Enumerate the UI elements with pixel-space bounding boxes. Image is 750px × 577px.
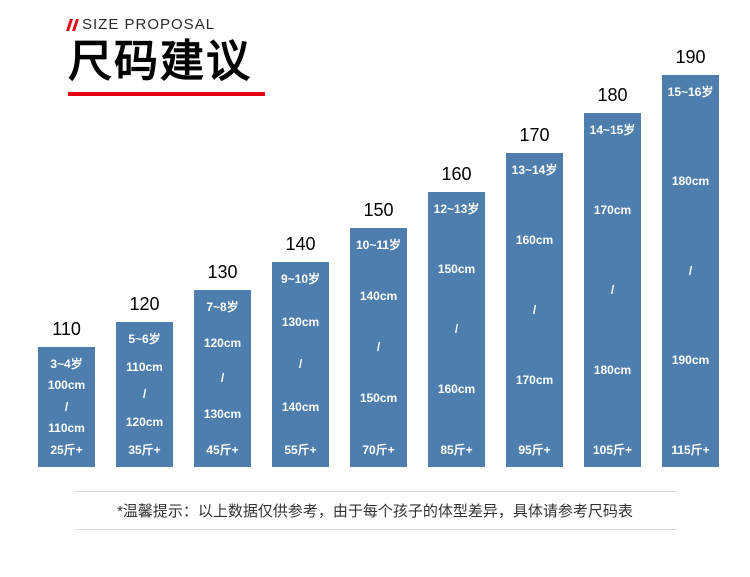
bar-size-label: 140 <box>285 234 316 254</box>
bar: 15~16岁 180cm / 190cm 115斤+ <box>662 75 719 467</box>
bar-weight-label: 45斤+ <box>206 442 239 457</box>
bar-group: 190 15~16岁 180cm / 190cm 115斤+ <box>662 47 719 467</box>
bar-group: 130 7~8岁 120cm / 130cm 45斤+ <box>194 262 251 467</box>
header-eyebrow: SIZE PROPOSAL <box>82 16 216 33</box>
bar-separator: / <box>142 387 147 402</box>
bar-min-height-label: 140cm <box>359 289 398 304</box>
bar-weight-label: 105斤+ <box>592 442 633 457</box>
bar-min-height-label: 170cm <box>593 202 632 217</box>
footer-note: *温馨提示：以上数据仅供参考，由于每个孩子的体型差异，具体请参考尺码表 <box>117 503 633 520</box>
bar: 10~11岁 140cm / 150cm 70斤+ <box>350 228 407 467</box>
bar-separator: / <box>610 282 615 297</box>
bar-age-label: 3~4岁 <box>50 357 83 371</box>
bar-max-height-label: 120cm <box>125 414 164 429</box>
bar: 12~13岁 150cm / 160cm 85斤+ <box>428 192 485 467</box>
bar-weight-label: 85斤+ <box>440 442 473 457</box>
bar-weight-label: 115斤+ <box>671 442 710 457</box>
bar-size-label: 190 <box>675 47 706 67</box>
bar-size-label: 160 <box>441 164 472 184</box>
bar-min-height-label: 110cm <box>126 359 163 374</box>
page-title: 尺码建议 <box>68 37 252 86</box>
bar-age-label: 12~13岁 <box>433 202 480 216</box>
bar-group: 110 3~4岁 100cm / 110cm 25斤+ <box>38 319 95 467</box>
bar-group: 140 9~10岁 130cm / 140cm 55斤+ <box>272 234 329 467</box>
bar-group: 150 10~11岁 140cm / 150cm 70斤+ <box>350 200 407 467</box>
bar: 3~4岁 100cm / 110cm 25斤+ <box>38 347 95 467</box>
bar-separator: / <box>376 340 381 355</box>
bar: 5~6岁 110cm / 120cm 35斤+ <box>116 322 173 467</box>
bar-separator: / <box>220 371 225 386</box>
bar-age-label: 9~10岁 <box>280 272 321 286</box>
bar-group: 120 5~6岁 110cm / 120cm 35斤+ <box>116 294 173 467</box>
bar: 7~8岁 120cm / 130cm 45斤+ <box>194 290 251 467</box>
bar-separator: / <box>454 322 459 337</box>
bar-max-height-label: 180cm <box>593 362 632 377</box>
bar-size-label: 180 <box>597 85 628 105</box>
bar-age-label: 10~11岁 <box>355 238 402 252</box>
bar-min-height-label: 150cm <box>437 262 476 277</box>
bar-min-height-label: 160cm <box>515 232 554 247</box>
title-underline <box>68 92 265 97</box>
bar-separator: / <box>64 399 69 414</box>
bar-max-height-label: 140cm <box>281 399 320 414</box>
footer-note-band: *温馨提示：以上数据仅供参考，由于每个孩子的体型差异，具体请参考尺码表 <box>74 491 676 530</box>
bar-max-height-label: 130cm <box>203 406 242 421</box>
bar-min-height-label: 180cm <box>671 174 710 189</box>
bar-max-height-label: 150cm <box>359 391 398 406</box>
bar-weight-label: 25斤+ <box>50 442 83 457</box>
bar-weight-label: 95斤+ <box>518 442 551 457</box>
bar: 14~15岁 170cm / 180cm 105斤+ <box>584 113 641 467</box>
bar-max-height-label: 170cm <box>515 372 554 387</box>
bar-chart: 110 3~4岁 100cm / 110cm 25斤+ 120 5~6岁 110cm / 120cm… <box>38 47 719 467</box>
bar-age-label: 15~16岁 <box>667 85 714 99</box>
eyebrow-row: SIZE PROPOSAL <box>66 16 265 33</box>
bar-age-label: 5~6岁 <box>128 332 161 346</box>
bar-size-label: 120 <box>129 294 160 314</box>
bar-min-height-label: 130cm <box>281 314 320 329</box>
bar-max-height-label: 110cm <box>48 421 85 436</box>
bar-size-label: 130 <box>207 262 238 282</box>
bar-weight-label: 35斤+ <box>128 442 161 457</box>
bar: 9~10岁 130cm / 140cm 55斤+ <box>272 262 329 467</box>
bar-age-label: 13~14岁 <box>511 163 558 177</box>
bar-age-label: 7~8岁 <box>206 300 239 314</box>
bar-separator: / <box>688 263 693 278</box>
header: SIZE PROPOSAL 尺码建议 <box>66 16 265 97</box>
bar-size-label: 150 <box>363 200 394 220</box>
bar-min-height-label: 120cm <box>203 335 242 350</box>
bar: 13~14岁 160cm / 170cm 95斤+ <box>506 153 563 467</box>
bar-max-height-label: 190cm <box>671 353 710 368</box>
bar-group: 160 12~13岁 150cm / 160cm 85斤+ <box>428 164 485 467</box>
bar-group: 180 14~15岁 170cm / 180cm 105斤+ <box>584 85 641 467</box>
bar-size-label: 170 <box>519 125 550 145</box>
bar-size-label: 110 <box>52 319 81 339</box>
double-tick-icon <box>66 18 79 31</box>
bar-min-height-label: 100cm <box>47 378 86 393</box>
bar-separator: / <box>532 302 537 317</box>
bar-max-height-label: 160cm <box>437 382 476 397</box>
bar-age-label: 14~15岁 <box>589 123 636 137</box>
bar-group: 170 13~14岁 160cm / 170cm 95斤+ <box>506 125 563 467</box>
bar-separator: / <box>298 357 303 372</box>
bar-weight-label: 55斤+ <box>284 442 317 457</box>
bar-weight-label: 70斤+ <box>362 442 395 457</box>
